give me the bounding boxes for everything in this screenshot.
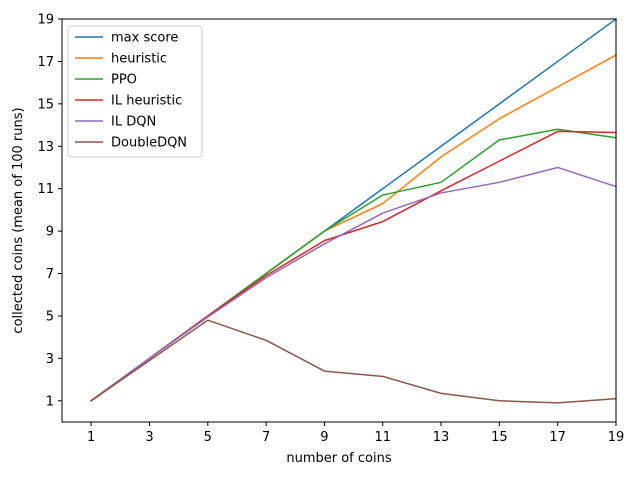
y-tick-label: 17 [37, 55, 54, 70]
x-tick-label: 17 [549, 430, 566, 445]
y-tick-label: 3 [46, 352, 54, 367]
y-axis-label: collected coins (mean of 100 runs) [11, 107, 26, 333]
x-tick-label: 7 [262, 430, 270, 445]
y-tick-label: 15 [37, 97, 54, 112]
legend: max score heuristic PPO IL heuristic IL DQN D… [67, 25, 203, 158]
series-lines [90, 17, 618, 404]
y-tick-label: 5 [46, 309, 54, 324]
series-line-il-dqn [90, 166, 617, 402]
y-tick-label: 19 [37, 13, 54, 28]
series-line-il-heuristic [90, 130, 617, 402]
y-tick-label: 11 [37, 182, 54, 197]
legend-label: PPO [111, 73, 137, 88]
y-tick-label: 9 [46, 225, 54, 240]
legend-label: IL DQN [111, 115, 156, 130]
y-tick-label: 7 [46, 267, 54, 282]
y-tick-label: 1 [46, 394, 54, 409]
x-tick-label: 15 [491, 430, 508, 445]
x-tick-label: 9 [320, 430, 328, 445]
legend-label: heuristic [111, 52, 167, 67]
x-tick-label: 5 [204, 430, 212, 445]
series-line-doubledqn [90, 319, 617, 404]
x-tick-label: 3 [145, 430, 153, 445]
plot-frame [61, 18, 617, 423]
legend-label: max score [111, 31, 178, 46]
legend-label: DoubleDQN [111, 136, 187, 151]
x-tick-label: 1 [87, 430, 95, 445]
x-tick-label: 19 [608, 430, 625, 445]
x-tick-label: 13 [433, 430, 450, 445]
y-tick-label: 13 [37, 140, 54, 155]
legend-label: IL heuristic [111, 94, 182, 109]
series-line-ppo [90, 128, 617, 402]
x-axis-label: number of coins [286, 451, 391, 466]
x-tick-label: 11 [374, 430, 391, 445]
